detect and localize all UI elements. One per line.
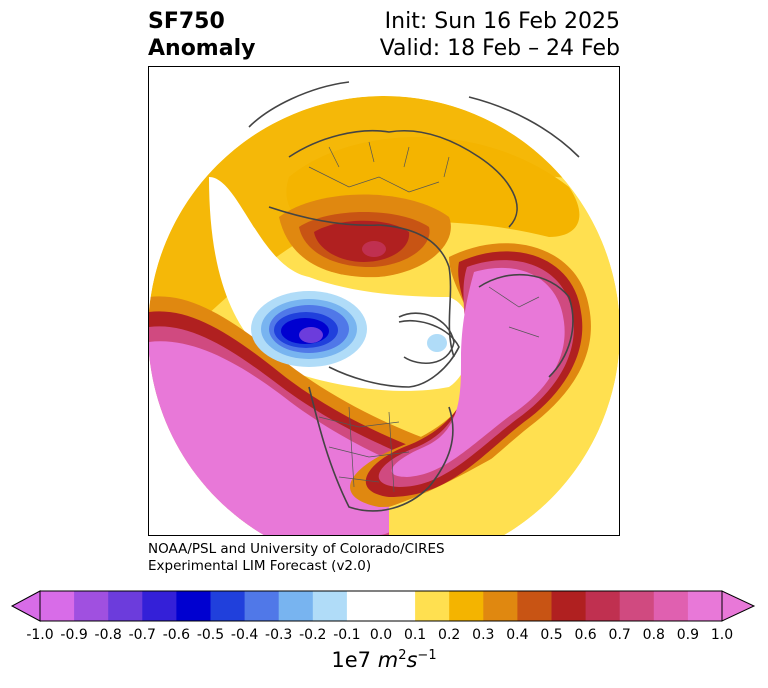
colorbar-tick-label: 0.9 (676, 627, 700, 643)
colorbar-segment (483, 591, 518, 621)
colorbar-extend-high (721, 590, 756, 622)
colorbar-tick-label: 0.8 (642, 627, 665, 643)
units-exp-2: −1 (417, 648, 437, 663)
units-prefix: 1e7 (331, 648, 378, 672)
colorbar-segment (346, 591, 382, 621)
credit-line-1: NOAA/PSL and University of Colorado/CIRE… (148, 541, 445, 557)
country-borders (308, 141, 540, 493)
colorbar-tick-label: -0.1 (333, 627, 361, 643)
colorbar-outline (39, 590, 723, 622)
colorbar-segment (687, 591, 723, 621)
anomaly-shading (149, 96, 619, 535)
colorbar-tick-label: 0.0 (369, 627, 393, 643)
colorbar-tick-label: -0.4 (230, 627, 259, 643)
units-s: s (406, 648, 418, 672)
colorbar-tick-label: 0.5 (540, 627, 563, 643)
colorbar-segment (415, 591, 450, 621)
colorbar-segment (449, 591, 484, 621)
credit-text: NOAA/PSL and University of Colorado/CIRE… (148, 541, 445, 575)
colorbar-segment (74, 591, 109, 621)
map-panel (148, 66, 620, 536)
colorbar-segments (40, 591, 723, 621)
colorbar-segment (653, 591, 689, 621)
colorbar-segment (381, 591, 416, 621)
colorbar-tick-label: -0.8 (94, 627, 122, 643)
colorbar-tick-label: 0.7 (608, 627, 631, 643)
valid-range: Valid: 18 Feb – 24 Feb (379, 36, 620, 61)
colorbar-segment (244, 591, 280, 621)
credit-line-2: Experimental LIM Forecast (v2.0) (148, 558, 372, 574)
coastlines (248, 81, 580, 512)
colorbar-segment (176, 591, 211, 621)
colorbar-tick-label: -0.7 (128, 627, 156, 643)
colorbar-tick-label: 0.2 (438, 627, 461, 643)
colorbar-tick-label: 0.1 (403, 627, 427, 643)
units-m: m (377, 648, 399, 672)
map-title: SF750 Anomaly (148, 8, 255, 62)
colorbar-segment (108, 591, 143, 621)
title-variable: SF750 (148, 9, 225, 34)
colorbar-tick-label: -1.0 (26, 627, 54, 643)
colorbar-tick-label: 0.6 (574, 627, 597, 643)
title-anomaly: Anomaly (148, 36, 256, 61)
colorbar-tick-label: -0.5 (196, 627, 225, 643)
colorbar-segment (312, 591, 348, 621)
forecast-dates: Init: Sun 16 Feb 2025 Valid: 18 Feb – 24… (380, 8, 620, 62)
colorbar-tick-label: 1.0 (710, 627, 734, 643)
anomaly-map (149, 67, 619, 535)
colorbar-tick-label: 0.3 (472, 627, 495, 643)
colorbar-tick-label: -0.3 (265, 627, 293, 643)
colorbar-segment (619, 591, 655, 621)
init-date: Init: Sun 16 Feb 2025 (384, 9, 620, 34)
units-exp-1: 2 (398, 648, 407, 663)
colorbar-tick-label: -0.6 (162, 627, 191, 643)
colorbar-segment (142, 591, 177, 621)
colorbar-segment (210, 591, 246, 621)
colorbar (10, 590, 756, 622)
colorbar-segment (40, 591, 75, 621)
colorbar-segment (585, 591, 621, 621)
colorbar-tick-label: 0.4 (506, 627, 529, 643)
colorbar-segment (551, 591, 587, 621)
colorbar-extend-low (10, 590, 41, 622)
colorbar-segment (278, 591, 314, 621)
colorbar-units: 1e7 m2s−1 (0, 648, 768, 672)
colorbar-tick-label: -0.2 (299, 627, 327, 643)
colorbar-segment (517, 591, 552, 621)
colorbar-tick-label: -0.9 (60, 627, 88, 643)
